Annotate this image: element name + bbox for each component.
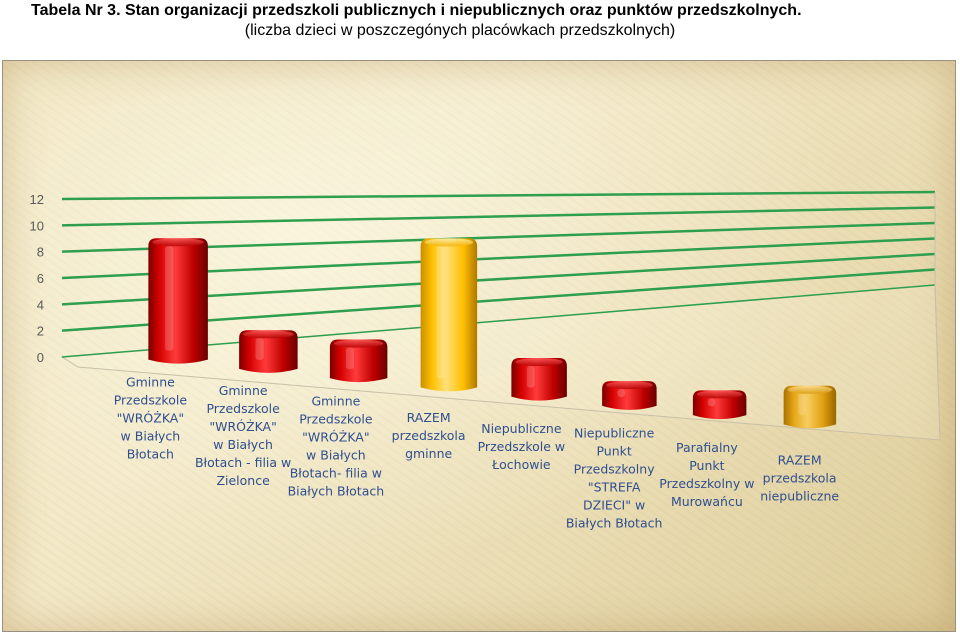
x-category-label-line: w Białych [121, 428, 181, 443]
bar-shine [526, 366, 535, 388]
x-category-label: Parafialny Punkt Przedszkolny w Murowańcu [659, 440, 754, 509]
bar-4 [420, 238, 478, 392]
gridline [61, 190, 936, 201]
y-tick-label: 8 [37, 245, 44, 260]
x-category-label-line: "WRÓŻKA" [117, 410, 184, 425]
x-category-label-line: RAZEM [778, 453, 822, 468]
y-tick-label: 10 [30, 218, 44, 233]
bar-top-highlight [606, 381, 653, 390]
x-category-label-line: niepubliczne [760, 489, 839, 504]
bar-shine [436, 246, 445, 379]
x-category-label: RAZEM przedszkola niepubliczne [760, 453, 839, 504]
bar-body [148, 238, 208, 364]
bar-shine [798, 393, 806, 416]
bar-top-highlight [515, 358, 563, 367]
floor-edge [934, 284, 941, 441]
chart-subtitle: (liczba dzieci w poszczegónych placówkac… [244, 22, 676, 39]
bar-shine [255, 338, 264, 360]
y-tick-label: 0 [37, 350, 44, 365]
x-category-label-line: Przedszkole [114, 392, 188, 407]
x-category-label-line: Punkt [689, 458, 724, 473]
x-category-label-line: "STREFA [588, 479, 641, 494]
y-tick-label: 6 [37, 271, 44, 286]
x-category-label-line: przedszkola [763, 471, 837, 486]
bar-1 [148, 238, 208, 364]
bar-shine [165, 246, 174, 351]
x-category-label-line: Błotach - filia w [195, 455, 291, 470]
bar-7 [692, 390, 747, 420]
x-category-label-line: Gminne [311, 394, 360, 409]
x-category-label: Niepubliczne Przedszkole w Łochowie [478, 421, 566, 472]
x-category-label-line: przedszkola [392, 428, 466, 443]
x-category-label-line: Łochowie [491, 457, 551, 472]
x-category-label-line: Zielonce [216, 473, 270, 488]
x-category-label-line: Niepubliczne [574, 425, 655, 440]
bar-body [511, 358, 567, 401]
x-category-label-line: "WRÓŻKA" [302, 430, 369, 445]
x-category-label-line: Parafialny [676, 440, 738, 455]
x-category-label-line: Przedszkole [206, 401, 280, 416]
bar-6 [602, 381, 657, 410]
x-category-label-line: Przedszkolny [574, 461, 656, 476]
bar-top-highlight [243, 330, 294, 339]
bar-top-highlight [787, 385, 833, 394]
x-category-label-line: Gminne [126, 374, 175, 389]
bar-top-highlight [424, 238, 474, 247]
chart-title: Tabela Nr 3. Stan organizacji przedszkol… [31, 2, 802, 19]
y-tick-label: 4 [37, 297, 44, 312]
bar-body [783, 385, 837, 429]
x-category-label-line: Przedszkolny w [659, 476, 754, 491]
x-category-label-line: Niepubliczne [481, 421, 562, 436]
x-category-label: Niepubliczne Punkt Przedszkolny "STREFA DZIE… [566, 425, 663, 530]
x-category-label-line: w Białych [213, 437, 273, 452]
gridline [61, 206, 936, 227]
x-category-label-line: Błotach [127, 446, 174, 461]
bar-shine [617, 389, 626, 397]
x-category-label-line: "WRÓŻKA" [209, 419, 276, 434]
bar-body [420, 238, 478, 392]
x-category-label-line: w Białych [306, 448, 366, 463]
x-category-label-line: Błotach- filia w [290, 466, 382, 481]
x-category-label-line: Białych Błotach [566, 515, 663, 530]
x-category-label: RAZEM przedszkola gminne [392, 410, 466, 461]
bar-8 [783, 385, 837, 429]
x-category-label-line: RAZEM [407, 410, 451, 425]
x-category-label-line: gminne [405, 446, 452, 461]
y-tick-label: 2 [37, 324, 44, 339]
bar-body [239, 330, 298, 373]
x-category-label-line: Przedszkole w [478, 439, 566, 454]
x-category-label-line: Przedszkole [299, 412, 373, 427]
x-category-label-line: DZIECI" w [583, 497, 645, 512]
bar-top-highlight [152, 238, 204, 247]
x-category-label-line: Gminne [219, 383, 268, 398]
x-category-label-line: Punkt [596, 443, 631, 458]
bar-5 [511, 358, 567, 401]
x-category-label: Gminne Przedszkole "WRÓŻKA" w Białych Błotac… [195, 383, 291, 488]
bar-body [329, 339, 388, 383]
bar-top-highlight [696, 390, 743, 399]
x-category-label: Gminne Przedszkole "WRÓŻKA" w Białych Błotac… [114, 374, 188, 461]
bar-2 [239, 330, 298, 373]
y-tick-label: 12 [30, 192, 44, 207]
bar-shine [707, 398, 716, 407]
bar-shine [345, 347, 355, 370]
x-category-label: Gminne Przedszkole "WRÓŻKA" w Białych Błotac… [288, 394, 385, 499]
x-category-label-line: Murowańcu [671, 494, 743, 509]
bar-top-highlight [333, 339, 384, 348]
bar-3 [329, 339, 388, 383]
x-category-label-line: Białych Błotach [288, 484, 385, 499]
